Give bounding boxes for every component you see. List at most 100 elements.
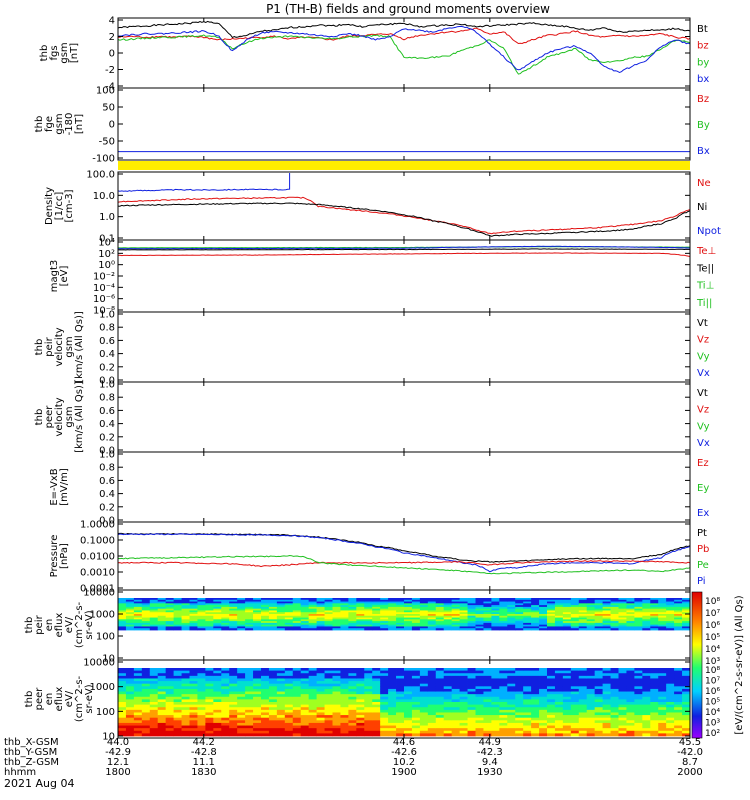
y-tick-label-peir: 1.0 [99, 310, 115, 321]
y-axis-label-peer: thb [34, 409, 45, 426]
panel-pressure: Pressure [nPa] 1.0000 0.1000 0.0100 0.0010 0.0… [49, 520, 709, 595]
legend-label-fge: By [697, 120, 710, 131]
x-tick-label: 9.4 [482, 757, 498, 768]
y-tick-label-peer: 0.0 [99, 446, 115, 457]
y-tick-label-peer: 0.2 [99, 432, 115, 443]
y-tick-label-peir_en: 1000 [90, 610, 115, 621]
legend-label-peer: Vx [697, 438, 710, 449]
y-axis-label-peir: peir [44, 336, 55, 356]
series-line-density-0 [117, 173, 291, 192]
y-axis-label-fgs: gsm [59, 42, 70, 63]
legend-label-efield: Ex [697, 508, 709, 519]
legend-label-pressure: Pt [697, 528, 707, 539]
y-axis-label-peer: [km/s (All Qs)] [74, 381, 85, 453]
x-tick-label: -42.0 [677, 747, 703, 758]
legend-label-peir: Vt [697, 318, 708, 329]
y-tick-label-peer_en: 1000 [90, 682, 115, 693]
y-tick-label-peir: 0.8 [99, 323, 115, 334]
x-tick-label: 12.1 [107, 757, 129, 768]
y-tick-label-fgs: -4 [105, 82, 115, 93]
colorbar-tick: 10⁵ [705, 698, 720, 708]
y-tick-label-fge: -50 [99, 137, 115, 148]
y-tick-label-magt3: 10⁻⁶ [93, 294, 115, 305]
y-tick-label-efield: 0.0 [99, 516, 115, 527]
series-line-fgs-3 [117, 25, 691, 74]
legend-label-fgs: by [697, 57, 709, 68]
colorbar-tick: 10⁴ [705, 708, 720, 718]
legend-label-fgs: bz [697, 41, 709, 52]
y-axis-label-peir_en: eV/ [64, 616, 75, 633]
legend-label-peer: Vz [697, 405, 709, 416]
panel-efield: E=-VxB [mV/m] 1.0 0.8 0.6 0.4 0.2 0.0 Ez Ey Ex [49, 450, 709, 527]
panel-frame-density [117, 171, 691, 241]
y-tick-label-fgs: 0 [109, 49, 115, 60]
y-tick-label-fge: 50 [102, 103, 115, 114]
legend-label-magt3: Te|| [696, 263, 714, 274]
series-line-magt3-2 [117, 248, 690, 251]
x-tick-label: -42.9 [105, 747, 131, 758]
series-line-fgs-0 [117, 20, 691, 39]
y-axis-label-peir_en: (cm^2-s- [74, 601, 85, 648]
y-axis-label-density: Density [44, 187, 55, 225]
x-axis-row-name: thb_Y-GSM [4, 747, 57, 758]
y-axis-label-magt3: magt3 [49, 260, 60, 293]
y-axis-label-peer_en: en [44, 693, 55, 706]
y-axis-label-fge: -180 [64, 113, 75, 136]
figure-title: P1 (TH-B) fields and ground moments over… [266, 2, 550, 16]
panel-peir: thb peir velocity gsm [km/s (All Qs)] 1.0 0.8 0… [34, 310, 710, 387]
y-axis-label-peir: velocity [54, 327, 65, 366]
x-axis-row-name: thb_X-GSM [4, 737, 59, 748]
panel-frame-fge [117, 87, 691, 161]
legend-label-peir: Vy [697, 351, 710, 362]
y-axis-label-fge: thb [34, 116, 45, 133]
y-axis-label-peir: gsm [64, 336, 75, 357]
y-tick-label-efield: 0.8 [99, 463, 115, 474]
y-axis-label-peir: [km/s (All Qs)] [74, 311, 85, 383]
y-axis-label-efield: E=-VxB [49, 468, 60, 505]
colorbar-tick: 10⁸ [705, 666, 720, 676]
y-axis-label-peer_en: eV/ [64, 690, 75, 707]
x-tick-label: -42.6 [391, 747, 417, 758]
x-tick-label: 8.7 [682, 757, 698, 768]
y-axis-label-peir_en: sr-eV) [84, 610, 95, 639]
colorbar-tick: 10⁶ [705, 621, 720, 631]
y-tick-label-peir: 0.0 [99, 376, 115, 387]
legend-label-fge: Bx [697, 146, 710, 157]
x-tick-label: 44.0 [107, 737, 129, 748]
series-line-density-1 [117, 196, 691, 235]
y-tick-label-density: 1.0 [99, 212, 115, 223]
y-tick-label-peer: 0.6 [99, 406, 115, 417]
y-axis-label-peer: velocity [54, 397, 65, 436]
x-tick-label: 10.2 [393, 757, 415, 768]
y-tick-label-fgs: 4 [109, 16, 115, 27]
panel-peer: thb peer velocity gsm [km/s (All Qs)] 1.0 0.8 0… [34, 380, 710, 457]
legend-label-magt3: Ti⊥ [696, 281, 714, 292]
y-axis-label-peer: gsm [64, 406, 75, 427]
colorbar-gradient [691, 591, 703, 739]
y-tick-label-fge: 0 [109, 120, 115, 131]
colorbar-tick: 10⁷ [705, 677, 720, 687]
x-tick-label: 11.1 [193, 757, 215, 768]
y-tick-label-efield: 0.4 [99, 489, 115, 500]
y-tick-label-efield: 0.6 [99, 476, 115, 487]
series-line-pressure-2 [117, 560, 691, 568]
y-tick-label-fge: -100 [92, 154, 115, 165]
legend-label-peir: Vx [697, 368, 710, 379]
y-tick-label-pressure: 0.1000 [80, 536, 115, 547]
legend-label-fge: Bz [697, 94, 709, 105]
colorbar-tick: 10³ [705, 719, 720, 729]
colorbar-tick: 10³ [705, 657, 720, 667]
series-line-fgs-2 [117, 34, 691, 75]
fge-flag-bar [118, 161, 690, 170]
y-tick-label-fge: 100 [96, 86, 115, 97]
legend-label-density: Npot [697, 226, 721, 237]
panel-frame-efield [117, 451, 691, 523]
colorbar-label: [eV/(cm^2-s-sr-eV)] (All Qs) [734, 595, 745, 734]
legend-label-peir: Vz [697, 335, 709, 346]
series-line-fgs-1 [117, 27, 691, 45]
y-axis-label-peer: peer [44, 405, 55, 429]
colorbar-tick: 10⁵ [705, 633, 720, 643]
y-tick-label-efield: 1.0 [99, 450, 115, 461]
x-tick-label: 1830 [191, 767, 216, 778]
